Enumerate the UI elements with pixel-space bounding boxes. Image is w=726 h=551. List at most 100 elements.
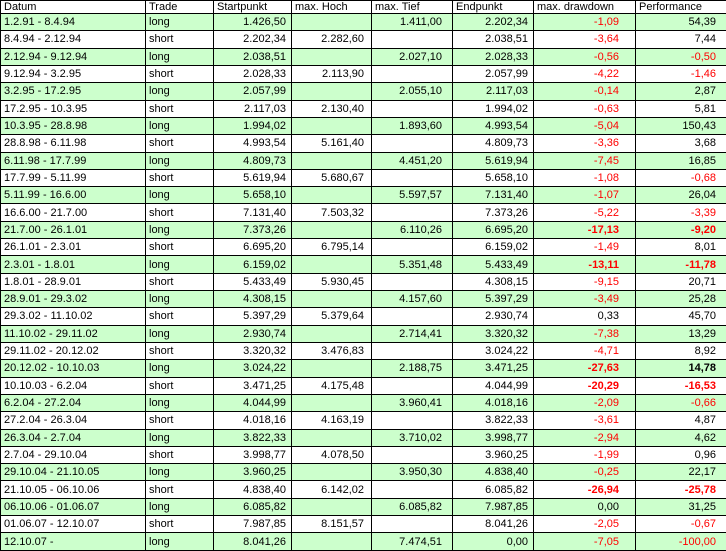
endpunkt-cell[interactable]: 2.117,03 — [452, 82, 534, 101]
performance-cell[interactable]: 25,28 — [635, 289, 726, 309]
startpunkt-cell[interactable]: 4.018,16 — [213, 411, 292, 430]
trade-cell[interactable]: long — [145, 116, 214, 136]
trade-cell[interactable]: short — [145, 411, 214, 430]
max-hoch-cell[interactable] — [291, 186, 372, 205]
performance-cell[interactable]: -9,20 — [635, 220, 726, 240]
datum-cell[interactable]: 28.8.98 - 6.11.98 — [0, 134, 146, 153]
max-tief-cell[interactable] — [371, 272, 453, 292]
datum-cell[interactable]: 11.10.02 - 29.11.02 — [0, 324, 146, 343]
endpunkt-cell[interactable]: 4.838,40 — [452, 463, 534, 482]
datum-cell[interactable]: 3.2.95 - 17.2.95 — [0, 82, 146, 101]
drawdown-cell[interactable]: -5,22 — [533, 203, 636, 222]
max-tief-cell[interactable]: 6.085,82 — [371, 497, 453, 517]
endpunkt-cell[interactable]: 4.308,15 — [452, 272, 534, 292]
endpunkt-cell[interactable]: 6.159,02 — [452, 238, 534, 257]
trade-cell[interactable]: short — [145, 480, 214, 499]
performance-cell[interactable]: 0,96 — [635, 445, 726, 465]
max-tief-cell[interactable]: 7.474,51 — [371, 532, 453, 551]
max-tief-cell[interactable] — [371, 515, 453, 534]
max-hoch-cell[interactable] — [291, 497, 372, 517]
column-header-endpunkt[interactable]: Endpunkt — [452, 0, 534, 14]
endpunkt-cell[interactable]: 7.373,26 — [452, 203, 534, 222]
max-tief-cell[interactable]: 1.411,00 — [371, 12, 453, 32]
trade-cell[interactable]: long — [145, 255, 214, 274]
endpunkt-cell[interactable]: 8.041,26 — [452, 515, 534, 534]
startpunkt-cell[interactable]: 4.308,15 — [213, 289, 292, 309]
startpunkt-cell[interactable]: 2.117,03 — [213, 99, 292, 118]
max-tief-cell[interactable]: 5.351,48 — [371, 255, 453, 274]
max-hoch-cell[interactable]: 5.161,40 — [291, 134, 372, 153]
drawdown-cell[interactable]: 0,33 — [533, 307, 636, 326]
datum-cell[interactable]: 1.8.01 - 28.9.01 — [0, 272, 146, 292]
drawdown-cell[interactable]: -0,63 — [533, 99, 636, 118]
drawdown-cell[interactable]: -0,56 — [533, 47, 636, 66]
max-hoch-cell[interactable]: 5.379,64 — [291, 307, 372, 326]
trade-cell[interactable]: long — [145, 151, 214, 170]
endpunkt-cell[interactable]: 3.822,33 — [452, 411, 534, 430]
endpunkt-cell[interactable]: 5.619,94 — [452, 151, 534, 170]
trade-cell[interactable]: long — [145, 497, 214, 517]
drawdown-cell[interactable]: -7,38 — [533, 324, 636, 343]
endpunkt-cell[interactable]: 2.038,51 — [452, 30, 534, 49]
datum-cell[interactable]: 2.3.01 - 1.8.01 — [0, 255, 146, 274]
max-hoch-cell[interactable]: 4.078,50 — [291, 445, 372, 465]
drawdown-cell[interactable]: -3,64 — [533, 30, 636, 49]
performance-cell[interactable]: 45,70 — [635, 307, 726, 326]
trade-cell[interactable]: short — [145, 30, 214, 49]
endpunkt-cell[interactable]: 7.131,40 — [452, 186, 534, 205]
max-hoch-cell[interactable]: 2.282,60 — [291, 30, 372, 49]
endpunkt-cell[interactable]: 6.085,82 — [452, 480, 534, 499]
datum-cell[interactable]: 6.11.98 - 17.7.99 — [0, 151, 146, 170]
performance-cell[interactable]: -0,68 — [635, 168, 726, 188]
endpunkt-cell[interactable]: 5.658,10 — [452, 168, 534, 188]
max-hoch-cell[interactable]: 2.113,90 — [291, 64, 372, 84]
endpunkt-cell[interactable]: 3.960,25 — [452, 445, 534, 465]
drawdown-cell[interactable]: -1,07 — [533, 186, 636, 205]
drawdown-cell[interactable]: -7,45 — [533, 151, 636, 170]
performance-cell[interactable]: 4,87 — [635, 411, 726, 430]
datum-cell[interactable]: 20.12.02 - 10.10.03 — [0, 359, 146, 378]
performance-cell[interactable]: -0,67 — [635, 515, 726, 534]
drawdown-cell[interactable]: -1,99 — [533, 445, 636, 465]
trade-cell[interactable]: long — [145, 463, 214, 482]
drawdown-cell[interactable]: -7,05 — [533, 532, 636, 551]
trade-cell[interactable]: short — [145, 238, 214, 257]
startpunkt-cell[interactable]: 5.658,10 — [213, 186, 292, 205]
performance-cell[interactable]: 8,01 — [635, 238, 726, 257]
drawdown-cell[interactable]: -17,13 — [533, 220, 636, 240]
max-tief-cell[interactable] — [371, 30, 453, 49]
max-hoch-cell[interactable]: 7.503,32 — [291, 203, 372, 222]
trade-cell[interactable]: short — [145, 99, 214, 118]
max-tief-cell[interactable]: 1.893,60 — [371, 116, 453, 136]
max-tief-cell[interactable]: 3.950,30 — [371, 463, 453, 482]
startpunkt-cell[interactable]: 3.822,33 — [213, 428, 292, 447]
endpunkt-cell[interactable]: 5.433,49 — [452, 255, 534, 274]
max-tief-cell[interactable] — [371, 411, 453, 430]
drawdown-cell[interactable]: -20,29 — [533, 376, 636, 395]
column-header-trade[interactable]: Trade — [145, 0, 214, 14]
max-tief-cell[interactable]: 2.055,10 — [371, 82, 453, 101]
drawdown-cell[interactable]: -3,36 — [533, 134, 636, 153]
max-hoch-cell[interactable]: 8.151,57 — [291, 515, 372, 534]
endpunkt-cell[interactable]: 6.695,20 — [452, 220, 534, 240]
endpunkt-cell[interactable]: 2.028,33 — [452, 47, 534, 66]
datum-cell[interactable]: 21.10.05 - 06.10.06 — [0, 480, 146, 499]
max-tief-cell[interactable]: 3.960,41 — [371, 393, 453, 413]
startpunkt-cell[interactable]: 2.930,74 — [213, 324, 292, 343]
trade-cell[interactable]: short — [145, 203, 214, 222]
startpunkt-cell[interactable]: 1.994,02 — [213, 116, 292, 136]
datum-cell[interactable]: 1.2.91 - 8.4.94 — [0, 12, 146, 32]
max-tief-cell[interactable] — [371, 307, 453, 326]
datum-cell[interactable]: 16.6.00 - 21.7.00 — [0, 203, 146, 222]
datum-cell[interactable]: 10.3.95 - 28.8.98 — [0, 116, 146, 136]
performance-cell[interactable]: 14,78 — [635, 359, 726, 378]
column-header-startpunkt[interactable]: Startpunkt — [213, 0, 292, 14]
max-tief-cell[interactable]: 5.597,57 — [371, 186, 453, 205]
max-hoch-cell[interactable] — [291, 532, 372, 551]
datum-cell[interactable]: 06.10.06 - 01.06.07 — [0, 497, 146, 517]
performance-cell[interactable]: -0,50 — [635, 47, 726, 66]
drawdown-cell[interactable]: -3,49 — [533, 289, 636, 309]
performance-cell[interactable]: 7,44 — [635, 30, 726, 49]
datum-cell[interactable]: 5.11.99 - 16.6.00 — [0, 186, 146, 205]
max-tief-cell[interactable] — [371, 238, 453, 257]
